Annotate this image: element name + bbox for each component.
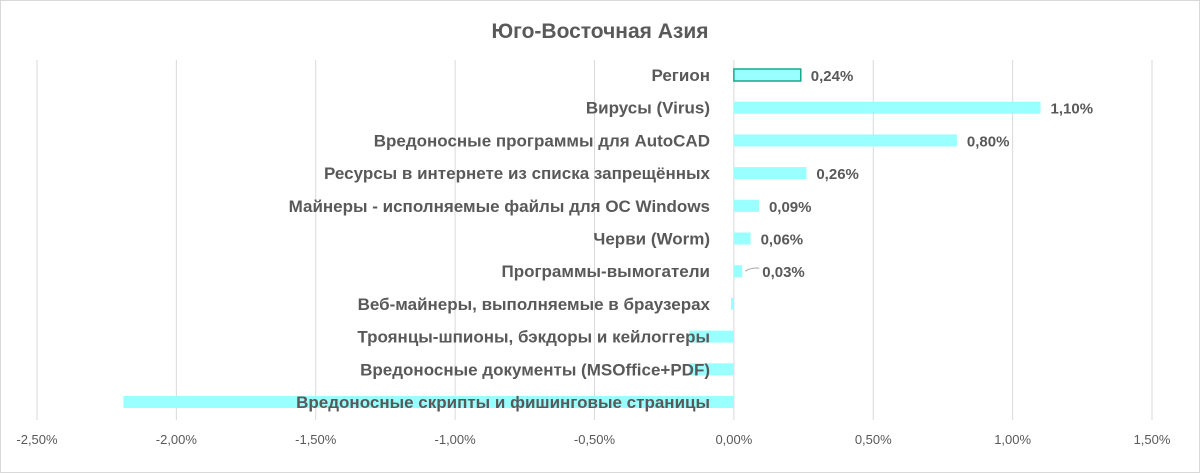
x-tick-label: 1,50% — [1134, 432, 1171, 447]
category-label: Черви (Worm) — [593, 230, 710, 249]
category-label: Вирусы (Virus) — [586, 99, 710, 118]
category-label: Вредоносные документы (MSOffice+PDF) — [360, 360, 710, 379]
x-tick-label: -0,50% — [574, 432, 616, 447]
data-label: 0,09% — [769, 199, 812, 216]
bar — [689, 363, 734, 376]
x-tick-label: -1,50% — [295, 432, 337, 447]
category-label: Троянцы-шпионы, бэкдоры и кейлоггеры — [357, 328, 710, 347]
bar — [733, 199, 759, 212]
category-label: Вредоносные скрипты и фишинговые страниц… — [296, 393, 710, 412]
category-label: Регион — [651, 66, 710, 85]
leader-line — [744, 267, 760, 272]
data-label: 0,80% — [967, 133, 1010, 150]
x-tick-label: -1,00% — [435, 432, 477, 447]
category-label: Вредоносные программы для AutoCAD — [374, 131, 710, 150]
data-label: 1,10% — [1051, 101, 1094, 118]
bar — [689, 330, 734, 343]
x-tick-label: 0,50% — [855, 432, 892, 447]
data-label: 0,26% — [816, 166, 859, 183]
x-tick-label: 0,00% — [715, 432, 752, 447]
x-tick-label: -2,50% — [16, 432, 58, 447]
data-label: 0,06% — [761, 232, 804, 249]
bar — [733, 134, 957, 147]
category-label: Программы-вымогатели — [501, 262, 710, 281]
category-label: Ресурсы в интернете из списка запрещённы… — [324, 164, 711, 183]
data-label: 0,24% — [811, 68, 854, 85]
x-tick-label: 1,00% — [994, 432, 1031, 447]
bar — [733, 101, 1041, 114]
bar — [123, 396, 734, 408]
chart-title: Юго-Восточная Азия — [491, 20, 708, 43]
category-label: Веб-майнеры, выполняемые в браузерах — [358, 295, 711, 314]
bar — [733, 167, 807, 180]
bar — [733, 68, 802, 82]
bar — [733, 232, 751, 245]
category-label: Майнеры - исполняемые файлы для ОС Windo… — [289, 197, 710, 216]
bar — [731, 297, 734, 310]
x-tick-label: -2,00% — [156, 432, 198, 447]
bar — [733, 265, 743, 278]
data-label: 0,03% — [762, 264, 805, 281]
